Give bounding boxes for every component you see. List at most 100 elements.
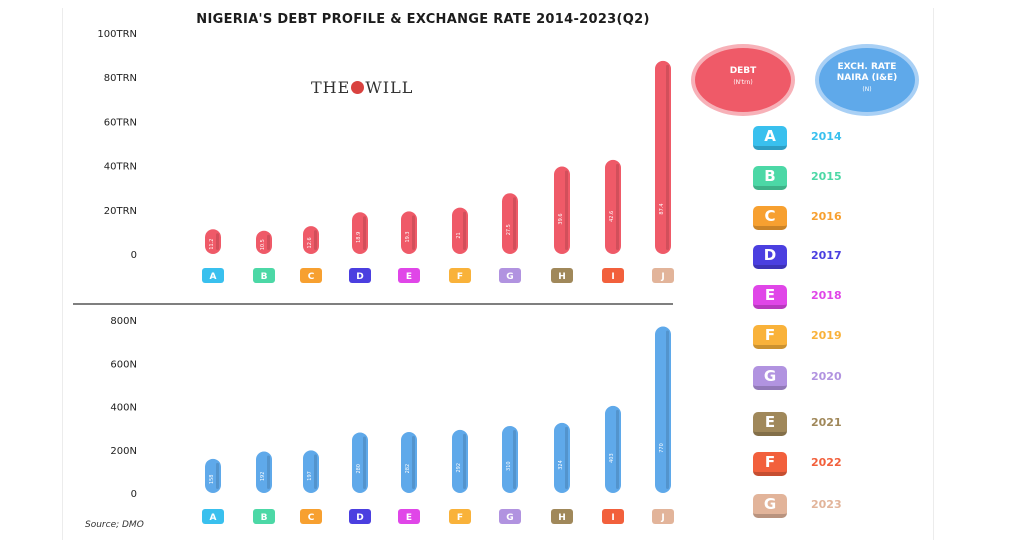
exchange-category-badge-H [551, 509, 573, 524]
debt-y-tick-label: 60TRN [104, 117, 137, 128]
debt-category-label: C [308, 272, 315, 282]
exchange-y-tick-label: 800N [110, 316, 137, 327]
debt-bar-value-label: 21 [456, 232, 462, 238]
debt-bar-value-label: 87.4 [659, 203, 665, 214]
source-note: Source; DMO [85, 520, 144, 530]
exchange-bar-shade [565, 426, 568, 489]
legend-year: 2021 [811, 416, 842, 429]
debt-y-tick-label: 0 [131, 250, 137, 261]
debt-bar-F [452, 207, 468, 254]
legend-item-2015: B 2015 [753, 166, 923, 192]
legend-item-2014: A 2014 [753, 126, 923, 152]
exchange-label-line1: EXCH. RATE [837, 62, 897, 72]
exchange-unit: (N) [862, 86, 872, 93]
exchange-bar-F [452, 429, 468, 493]
debt-y-tick-label: 40TRN [104, 162, 137, 173]
debt-bar-H [554, 166, 570, 254]
legend-badge: B [753, 166, 787, 190]
exchange-category-badge-E [398, 509, 420, 524]
exchange-category-label: B [261, 513, 268, 523]
debt-bar-value-label: 12.6 [307, 237, 313, 248]
exchange-category-badge-B [253, 509, 275, 524]
legend-item-2020: G 2020 [753, 366, 923, 392]
debt-bar-I [605, 159, 621, 254]
exchange-y-tick-label: 400N [110, 403, 137, 414]
legend-year: 2018 [811, 289, 842, 302]
debt-bar-value-label: 42.6 [609, 211, 615, 222]
legend-year: 2017 [811, 249, 842, 262]
debt-bar-J [655, 60, 671, 254]
debt-category-label: J [660, 272, 664, 282]
exchange-y-tick-label: 0 [131, 489, 137, 500]
debt-bar-C [303, 226, 319, 254]
exchange-category-label: I [611, 513, 614, 523]
exchange-bar-D [352, 432, 368, 493]
debt-bar-shade [666, 64, 669, 250]
exchange-bar-shade [616, 409, 619, 489]
legend-badge: F [753, 452, 787, 476]
legend-year: 2023 [811, 498, 842, 511]
debt-and-exchange-charts: 0 20TRN 40TRN 60TRN 80TRN 100TRN 11.2 A 10.5 B 12.… [73, 29, 674, 524]
debt-bar-shade [216, 233, 219, 250]
exchange-bar-value-label: 292 [456, 463, 462, 473]
exchange-bar-B [256, 451, 272, 493]
legend-item-2019: F 2019 [753, 325, 923, 351]
debt-bar-value-label: 18.9 [356, 232, 362, 243]
debt-bar-E [401, 211, 417, 254]
legend-badge: E [753, 412, 787, 436]
exchange-rate-legend-circle: EXCH. RATE NAIRA (I&E) (N) [815, 44, 919, 116]
exchange-category-label: C [308, 513, 315, 523]
exchange-bar-E [401, 432, 417, 493]
exchange-category-badge-F [449, 509, 471, 524]
debt-bar-shade [565, 170, 568, 250]
legend-item-2021: E 2021 [753, 412, 923, 438]
legend-badge: D [753, 245, 787, 269]
legend-year: 2022 [811, 456, 842, 469]
exchange-bar-shade [513, 429, 516, 489]
debt-bar-value-label: 10.5 [260, 239, 266, 250]
exchange-category-label: D [356, 513, 363, 523]
debt-category-label: H [558, 272, 566, 282]
exchange-bar-value-label: 280 [356, 464, 362, 474]
debt-bar-shade [513, 197, 516, 250]
debt-unit: (N'trn) [733, 79, 753, 86]
debt-category-label: G [506, 272, 513, 282]
exchange-category-badge-I [602, 509, 624, 524]
exchange-category-label: J [660, 513, 664, 523]
exchange-bar-value-label: 403 [609, 453, 615, 463]
debt-bar-shade [363, 216, 366, 250]
debt-bar-value-label: 11.2 [209, 239, 215, 250]
debt-category-badge-C [300, 268, 322, 283]
exchange-bar-A [205, 458, 221, 493]
legend-year: 2019 [811, 329, 842, 342]
debt-bar-shade [412, 215, 415, 250]
debt-category-badge-D [349, 268, 371, 283]
exchange-bar-C [303, 450, 319, 493]
exchange-bar-value-label: 770 [659, 443, 665, 453]
exchange-bar-shade [463, 433, 466, 489]
debt-category-badge-H [551, 268, 573, 283]
debt-category-label: D [356, 272, 363, 282]
logo-text-left: THE [311, 78, 351, 97]
exchange-bar-value-label: 197 [307, 471, 313, 481]
debt-bar-shade [267, 234, 270, 250]
debt-category-badge-B [253, 268, 275, 283]
legend-year: 2020 [811, 370, 842, 383]
exchange-category-label: E [406, 513, 412, 523]
exchange-category-badge-J [652, 509, 674, 524]
debt-y-tick-label: 80TRN [104, 73, 137, 84]
debt-category-badge-I [602, 268, 624, 283]
exchange-bar-shade [216, 462, 219, 489]
debt-bar-G [502, 193, 518, 254]
debt-category-badge-J [652, 268, 674, 283]
exchange-bar-shade [666, 330, 669, 489]
exchange-bar-value-label: 310 [506, 461, 512, 471]
exchange-bar-shade [363, 436, 366, 489]
debt-category-label: I [611, 272, 614, 282]
exchange-bar-value-label: 324 [558, 460, 564, 470]
exchange-category-badge-G [499, 509, 521, 524]
exchange-category-label: G [506, 513, 513, 523]
debt-category-label: B [261, 272, 268, 282]
exchange-bar-value-label: 158 [209, 475, 215, 485]
debt-bar-A [205, 229, 221, 254]
